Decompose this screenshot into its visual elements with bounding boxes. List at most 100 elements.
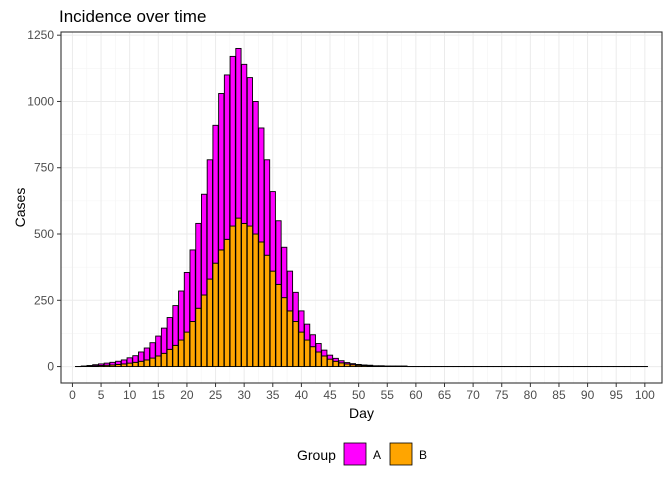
bar-a-day-15	[155, 335, 162, 357]
bar-b-day-34	[263, 254, 271, 368]
bar-a-day-19	[178, 290, 185, 341]
bar-a-day-12	[138, 351, 145, 362]
plot-panel-border	[60, 31, 663, 384]
bar-b-day-21	[189, 321, 196, 368]
bar-b-day-39	[292, 321, 299, 368]
y-tick-label: 500	[34, 227, 54, 241]
bar-a-day-35	[269, 191, 276, 272]
bar-a-day-39	[292, 291, 299, 322]
bar-b-day-26	[218, 249, 225, 368]
x-tick-label: 5	[98, 388, 105, 402]
bar-a-day-43	[315, 343, 322, 353]
x-tick-label: 100	[635, 388, 655, 402]
bar-a-day-50	[355, 363, 362, 366]
bar-b-day-11	[132, 361, 139, 368]
bar-a-day-21	[189, 249, 196, 322]
x-tick-label: 55	[381, 388, 395, 402]
x-tick-label: 60	[409, 388, 423, 402]
bar-b-day-15	[155, 355, 162, 368]
bar-a-day-30	[241, 63, 248, 224]
x-tick-label: 75	[495, 388, 509, 402]
bar-b-day-45	[326, 358, 334, 368]
x-tick-label: 30	[237, 388, 251, 402]
bar-b-day-32	[252, 233, 259, 368]
legend-title: Group	[297, 447, 336, 463]
bars	[75, 47, 648, 368]
bar-a-day-17	[166, 317, 173, 350]
bar-a-day-51	[361, 364, 368, 366]
x-tick-label: 90	[581, 388, 595, 402]
bar-a-day-5	[97, 363, 105, 366]
bar-b-day-40	[298, 331, 305, 368]
bar-a-day-14	[149, 342, 156, 359]
chart-title: Incidence over time	[59, 7, 206, 26]
bar-a-day-40	[298, 310, 305, 333]
legend-label-a: A	[373, 448, 381, 462]
x-tick-label: 65	[438, 388, 452, 402]
x-tick-label: 45	[323, 388, 337, 402]
x-axis-title: Day	[349, 405, 374, 421]
bar-b-day-33	[258, 241, 265, 368]
y-tick-label: 1250	[27, 28, 54, 42]
x-tick-label: 35	[266, 388, 280, 402]
bar-b-day-46	[332, 360, 339, 368]
bar-b-day-19	[178, 339, 185, 368]
x-tick-label: 10	[123, 388, 137, 402]
bar-a-day-36	[275, 220, 282, 285]
grid-lines	[61, 32, 662, 383]
bar-b-day-31	[246, 225, 253, 368]
bar-b-day-18	[172, 344, 179, 368]
bar-b-day-25	[212, 262, 219, 368]
legend-label-b: B	[419, 448, 427, 462]
legend-key-a	[343, 442, 367, 466]
x-tick-label: 95	[610, 388, 624, 402]
bar-a-day-26	[218, 93, 225, 251]
bar-a-day-16	[160, 327, 168, 354]
bar-b-day-24	[206, 278, 213, 368]
bar-b-day-43	[315, 351, 322, 368]
bar-b-day-13	[143, 359, 150, 368]
bar-b-day-17	[166, 348, 173, 368]
bar-b-day-44	[321, 355, 328, 368]
bar-a-day-11	[132, 355, 139, 363]
bar-a-day-10	[126, 357, 133, 364]
bar-a-day-29	[235, 47, 242, 219]
legend: Group A B	[297, 442, 427, 466]
bar-b-day-30	[241, 222, 248, 368]
bar-a-day-25	[212, 124, 219, 264]
x-tick-label: 20	[180, 388, 194, 402]
y-axis: 0 250 500 750 1000 1250	[27, 28, 61, 374]
bar-a-day-18	[172, 305, 179, 346]
bar-b-day-29	[235, 217, 242, 368]
bar-a-day-27	[223, 74, 231, 240]
bar-a-day-32	[252, 101, 259, 235]
bar-a-day-31	[246, 77, 253, 227]
bar-b-day-36	[275, 283, 282, 368]
x-axis: 0 5 10 15 20 25 30 35 40 45 50 55 60 65 70 75 80 85 90 95 10…	[69, 383, 655, 402]
bar-b-day-10	[126, 362, 133, 368]
bar-b-day-22	[195, 307, 202, 368]
bar-a-day-46	[332, 357, 339, 362]
bar-b-day-47	[338, 362, 345, 368]
bar-a-day-28	[229, 55, 236, 227]
x-tick-label: 70	[466, 388, 480, 402]
bar-a-day-6	[103, 362, 110, 366]
bar-a-day-37	[281, 246, 288, 299]
bar-b-day-20	[183, 331, 191, 368]
y-tick-label: 750	[34, 161, 54, 175]
x-tick-label: 25	[209, 388, 223, 402]
y-tick-label: 1000	[27, 94, 54, 108]
bar-a-day-22	[195, 222, 202, 309]
legend-key-b	[389, 442, 413, 466]
bar-b-day-16	[160, 352, 168, 368]
bar-b-day-23	[201, 294, 208, 368]
bar-a-day-41	[304, 323, 311, 341]
bar-b-day-38	[286, 310, 294, 368]
x-tick-label: 15	[152, 388, 166, 402]
bar-a-day-23	[201, 193, 208, 296]
bar-a-day-13	[143, 347, 150, 361]
bar-a-day-42	[309, 334, 316, 348]
bar-a-day-20	[183, 272, 191, 333]
bar-b-day-28	[229, 225, 236, 368]
